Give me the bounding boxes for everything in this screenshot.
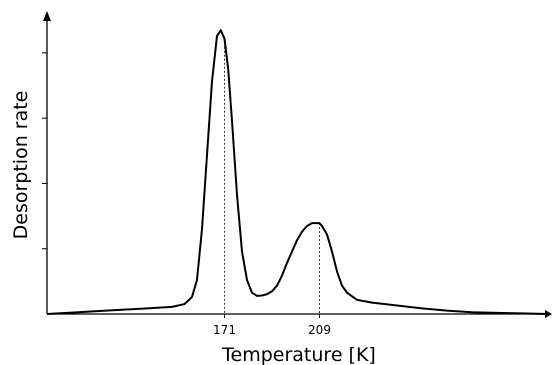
x-tick-label: 209 — [308, 323, 331, 337]
peak-guides — [224, 38, 320, 314]
axes — [43, 11, 552, 318]
y-ticks — [42, 52, 47, 250]
y-axis-label: Desorption rate — [10, 91, 32, 240]
x-ticks: 171 209 — [213, 314, 331, 337]
y-axis-arrow — [43, 11, 51, 21]
x-tick-label: 171 — [213, 323, 236, 337]
x-axis-arrow — [545, 310, 552, 318]
series-line — [46, 29, 548, 315]
x-axis-label: Temperature [K] — [221, 344, 376, 365]
series-group — [46, 29, 548, 315]
